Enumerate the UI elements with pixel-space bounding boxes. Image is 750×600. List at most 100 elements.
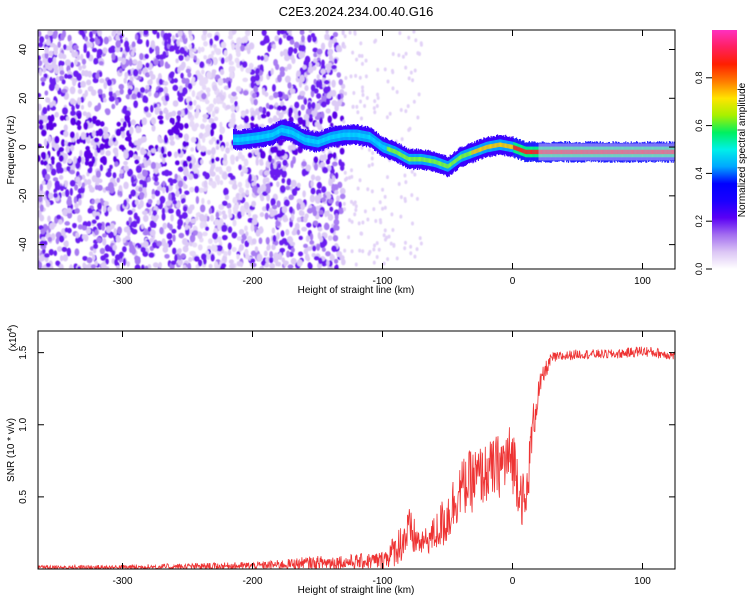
heatmap-cell [266,193,270,202]
heatmap-cell [391,86,395,91]
heatmap-cell [182,184,188,190]
heatmap-cell [409,70,413,75]
heatmap-cell [379,220,383,225]
heatmap-cell [264,134,267,139]
colorbar: 0.00.20.40.60.8 Normalized spectral ampl… [694,30,748,275]
heatmap-cell [164,95,170,102]
heatmap-cell [116,30,122,36]
heatmap-cell [213,244,218,253]
heatmap-cell [270,172,275,179]
heatmap-cell [261,206,268,212]
heatmap-cell [511,144,513,150]
heatmap-cell [206,32,213,38]
heatmap-cell [219,134,223,142]
heatmap-cell [224,57,229,63]
heatmap-cell [297,117,302,123]
heatmap-cell [343,170,347,175]
heatmap-cell [255,157,259,166]
heatmap-cell [250,115,255,122]
heatmap-cell [221,224,227,232]
heatmap-cell [54,135,60,144]
heatmap-cell [290,179,297,188]
heatmap-cell [93,137,100,143]
heatmap-cell [493,143,495,148]
heatmap-cell [464,153,466,158]
heatmap-cell [385,175,389,180]
heatmap-cell [261,30,267,36]
heatmap-cell [121,57,127,65]
heatmap-cell [45,122,50,131]
heatmap-cell [171,228,177,234]
heatmap-cell [459,155,461,160]
heatmap-cell [372,207,376,212]
heatmap-cell [245,67,252,74]
heatmap-cell [58,52,64,59]
heatmap-cell [207,150,212,156]
heatmap-cell [162,180,166,187]
heatmap-cell [184,224,189,231]
heatmap-cell [154,168,159,175]
heatmap-cell [223,153,228,162]
heatmap-cell [114,140,118,146]
heatmap-cell [103,81,108,90]
heatmap-cell [112,172,117,179]
heatmap-cell [108,140,114,147]
heatmap-cell [200,159,204,165]
heatmap-cell [506,143,509,149]
heatmap-cell [316,48,323,55]
heatmap-cell [147,151,152,156]
heatmap-cell [140,147,146,156]
heatmap-cell [379,142,381,148]
heatmap-cell [201,33,207,41]
heatmap-cell [115,128,122,137]
heatmap-cell [253,135,255,141]
heatmap-cell [139,52,144,61]
heatmap-cell [165,185,169,193]
heatmap-cell [409,251,413,256]
heatmap-cell [251,200,257,207]
heatmap-cell [172,234,176,242]
heatmap-cell [309,138,311,143]
heatmap-cell [245,189,250,196]
heatmap-cell [463,153,465,158]
heatmap-cell [127,150,134,158]
heatmap-cell [407,35,411,40]
heatmap-cell [208,181,214,186]
heatmap-cell [81,58,87,65]
heatmap-cell [279,70,285,77]
heatmap-cell [435,159,437,165]
heatmap-cell [49,265,54,269]
heatmap-cell [208,263,213,269]
heatmap-cell [480,147,482,152]
snr-plot-area [38,331,675,569]
heatmap-cell [213,116,219,122]
heatmap-cell [367,147,371,152]
heatmap-cell [83,234,89,242]
heatmap-cell [355,132,358,138]
heatmap-cell [312,245,317,252]
heatmap-cell [153,58,159,66]
heatmap-cell [339,193,346,200]
heatmap-cell [199,61,205,69]
heatmap-cell [416,115,420,120]
heatmap-cell [288,194,295,201]
heatmap-cell [455,158,457,164]
spectrogram-y-tick-label: 0 [18,144,29,150]
heatmap-cell [117,191,122,196]
heatmap-cell [122,257,127,266]
heatmap-cell [92,210,97,218]
heatmap-cell [372,247,376,252]
heatmap-cell [502,142,504,148]
heatmap-cell [279,185,286,194]
heatmap-cell [218,168,223,175]
heatmap-cell [352,132,354,138]
heatmap-cell [219,126,226,134]
heatmap-cell [155,214,160,220]
heatmap-cell [73,196,78,204]
heatmap-cell [254,149,259,156]
heatmap-cell [218,218,224,227]
heatmap-cell [333,218,340,226]
heatmap-cell [163,86,169,95]
heatmap-cell [226,202,232,209]
